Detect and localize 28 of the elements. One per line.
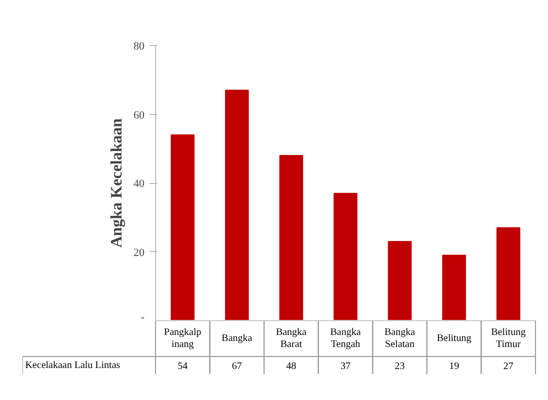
x-tick-label: Bangka — [222, 333, 253, 344]
x-tick-label: Pangkalpinang — [164, 326, 202, 350]
bar — [496, 227, 520, 320]
y-tick-label: 80 — [134, 40, 145, 52]
bar — [225, 90, 249, 320]
x-tick-label: Belitung — [436, 333, 472, 344]
x-tick-label: Bangka Selatan — [384, 326, 416, 350]
bar — [279, 155, 304, 320]
data-label: 54 — [178, 361, 188, 372]
data-label: 48 — [286, 361, 296, 372]
y-tick-label: 40 — [134, 178, 145, 190]
data-label: 27 — [503, 361, 514, 372]
y-tick-label: 20 — [134, 246, 145, 259]
data-label: 23 — [394, 361, 405, 372]
bar — [388, 240, 412, 320]
x-tick-label: Bangka Tengah — [330, 326, 362, 350]
x-tick-label: Belitung Timur — [491, 326, 526, 350]
text: Kecelakaan Lalu Lintas — [25, 360, 120, 371]
bar — [442, 254, 466, 320]
x-tick-label: Bangka Barat — [276, 326, 308, 350]
bar — [334, 192, 358, 320]
bar — [170, 134, 195, 320]
y-tick-label: - — [140, 312, 145, 324]
data-label: 19 — [449, 361, 460, 372]
data-label: 67 — [232, 361, 242, 372]
data-label: 37 — [340, 361, 350, 372]
y-tick-label: 60 — [134, 109, 145, 122]
y-axis-title: Angka Kecelakaan — [108, 118, 126, 248]
